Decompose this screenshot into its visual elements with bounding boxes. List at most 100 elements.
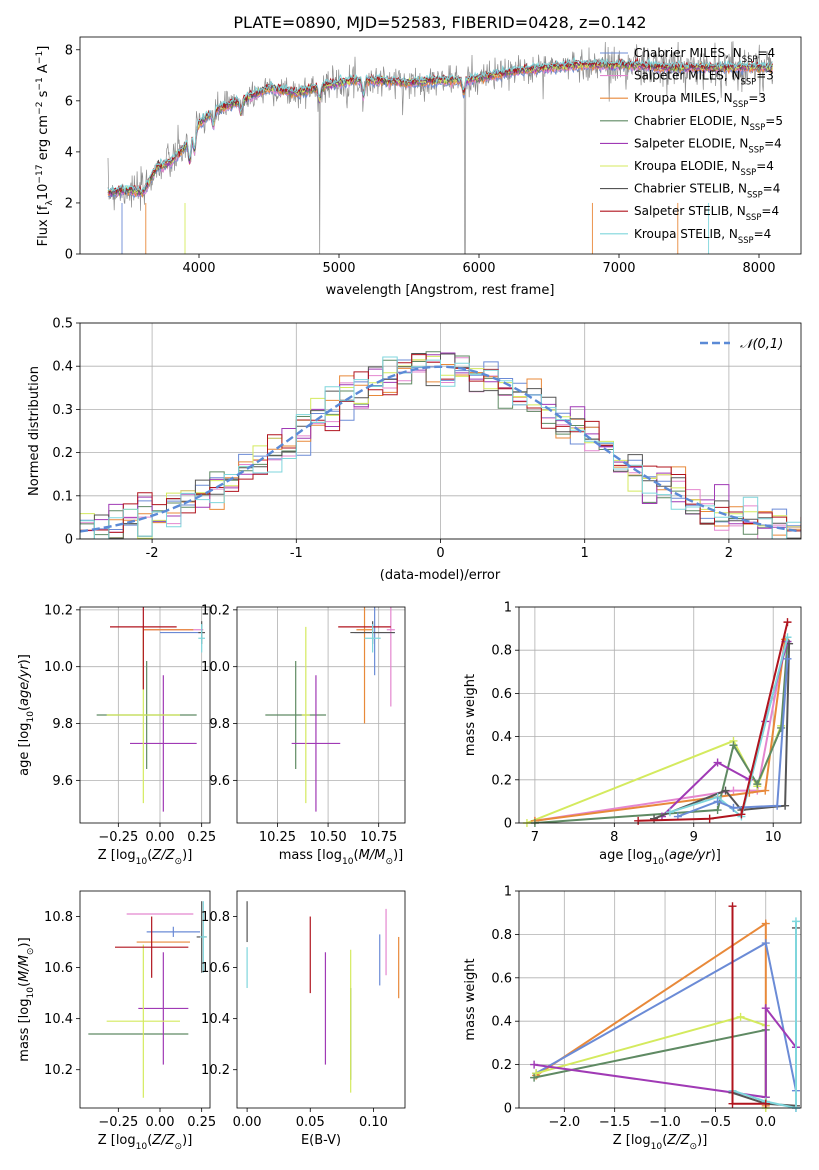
weight-marker <box>761 786 770 795</box>
weight-marker <box>783 654 792 663</box>
weight-marker <box>777 723 786 732</box>
x-tick-label: −2.0 <box>549 1115 581 1130</box>
y-tick-label: 0.4 <box>491 1015 512 1030</box>
x-axis-label: age [log10(age/yr)] <box>599 848 721 867</box>
weight-marker <box>634 816 643 825</box>
y-tick-label: 1 <box>504 601 512 616</box>
weight-marker <box>705 814 714 823</box>
x-tick-label: −0.25 <box>98 1115 138 1130</box>
weight-marker <box>721 786 730 795</box>
histogram-step-line <box>80 353 801 539</box>
y-tick-label: 0 <box>504 817 512 832</box>
x-tick-label: 0.00 <box>146 1115 175 1130</box>
y-tick-label: 0.2 <box>52 446 73 461</box>
weight-marker <box>761 939 770 948</box>
x-tick-label: 0.10 <box>359 1115 388 1130</box>
y-axis-label: age [log10(age/yr)] <box>17 654 36 776</box>
x-tick-label: 8 <box>610 830 618 845</box>
weight-marker <box>728 902 737 911</box>
axes-frame <box>518 606 802 824</box>
weight-marker <box>773 801 782 810</box>
x-axis-label: Z [log10(Z/Z⊙)] <box>98 848 193 867</box>
y-axis-label: mass [log10(M/M⊙)] <box>17 937 36 1061</box>
weight-line <box>534 639 787 822</box>
y-tick-label: 10.0 <box>44 660 73 675</box>
legend-entry: Kroupa ELODIE, NSSP=4 <box>634 159 774 177</box>
axes-frame <box>79 322 802 540</box>
y-tick-label: 9.8 <box>52 717 73 732</box>
y-tick-label: 0.5 <box>52 317 73 332</box>
weight-line <box>731 906 766 1105</box>
weight-marker <box>530 1060 539 1069</box>
legend-entry: Salpeter ELODIE, NSSP=4 <box>634 136 782 154</box>
x-tick-label: 2 <box>725 546 733 561</box>
y-tick-label: 10.2 <box>44 1063 73 1078</box>
legend-entry: Chabrier MILES, NSSP=4 <box>634 46 775 64</box>
x-axis-label: mass [log10(M/M⊙)] <box>279 848 403 867</box>
x-tick-label: 0 <box>436 546 444 561</box>
x-tick-label: 10.25 <box>259 830 296 845</box>
x-tick-label: −1.5 <box>599 1115 631 1130</box>
x-tick-label: 0.05 <box>296 1115 325 1130</box>
weight-line <box>535 1015 767 1108</box>
weight-marker <box>729 786 738 795</box>
weight-marker <box>761 919 770 928</box>
x-tick-label: 7 <box>531 830 539 845</box>
x-tick-label: 0.25 <box>187 830 216 845</box>
weight-line <box>533 1005 797 1099</box>
weight-marker <box>729 741 738 750</box>
x-tick-label: 9 <box>690 830 698 845</box>
weight-line <box>535 921 767 1106</box>
x-tick-label: −1.0 <box>649 1115 681 1130</box>
histogram-step-line <box>80 356 801 539</box>
axes-frame <box>79 606 211 824</box>
legend-entry: Kroupa STELIB, NSSP=4 <box>634 227 771 245</box>
y-tick-label: 1 <box>504 885 512 900</box>
y-tick-label: 0.3 <box>52 403 73 418</box>
figure-title: PLATE=0890, MJD=52583, FIBERID=0428, z=0… <box>233 13 646 32</box>
y-tick-label: 0.2 <box>491 1058 512 1073</box>
weight-line <box>638 621 789 822</box>
x-tick-label: −0.25 <box>98 830 138 845</box>
y-tick-label: 0.6 <box>491 971 512 986</box>
weight-marker <box>761 1099 770 1108</box>
y-tick-label: 2 <box>65 196 73 211</box>
weight-marker <box>650 814 659 823</box>
y-axis-label: Flux [fλ10−17 erg cm−2 s−1 A−1] <box>35 46 55 247</box>
y-tick-label: 6 <box>65 94 73 109</box>
x-tick-label: -1 <box>290 546 303 561</box>
x-axis-label: (data-model)/error <box>380 568 501 583</box>
y-tick-label: 10.8 <box>201 910 230 925</box>
axes-frame <box>518 890 802 1109</box>
x-tick-label: −0.5 <box>700 1115 732 1130</box>
weight-marker <box>781 801 790 810</box>
x-tick-label: 6000 <box>462 261 495 276</box>
y-tick-label: 10.6 <box>201 961 230 976</box>
weight-marker <box>783 618 792 627</box>
y-tick-label: 9.6 <box>52 774 73 789</box>
spectrum-model-line <box>107 63 773 199</box>
legend-entry: Chabrier STELIB, NSSP=4 <box>634 182 780 200</box>
x-axis-label: E(B-V) <box>301 1133 341 1148</box>
x-tick-label: 5000 <box>322 261 355 276</box>
x-tick-label: 8000 <box>742 261 775 276</box>
y-axis-label: mass weight <box>463 958 478 1040</box>
x-tick-label: 0.00 <box>146 830 175 845</box>
x-tick-label: 7000 <box>602 261 635 276</box>
y-tick-label: 0.6 <box>491 687 512 702</box>
x-tick-label: 10.50 <box>309 830 346 845</box>
axes-frame <box>79 36 802 255</box>
weight-marker <box>761 1004 770 1013</box>
weight-marker <box>753 780 762 789</box>
spectrum-model-line <box>107 57 773 194</box>
y-axis-label: mass weight <box>463 674 478 756</box>
x-axis-label: Z [log10(Z/Z⊙)] <box>613 1133 708 1152</box>
y-tick-label: 10.8 <box>44 910 73 925</box>
legend-entry: Kroupa MILES, NSSP=3 <box>634 91 766 109</box>
x-tick-label: 0.25 <box>187 1115 216 1130</box>
y-tick-label: 10.0 <box>201 660 230 675</box>
y-tick-label: 9.8 <box>209 717 230 732</box>
x-tick-label: 10 <box>765 830 782 845</box>
y-tick-label: 0.2 <box>491 773 512 788</box>
